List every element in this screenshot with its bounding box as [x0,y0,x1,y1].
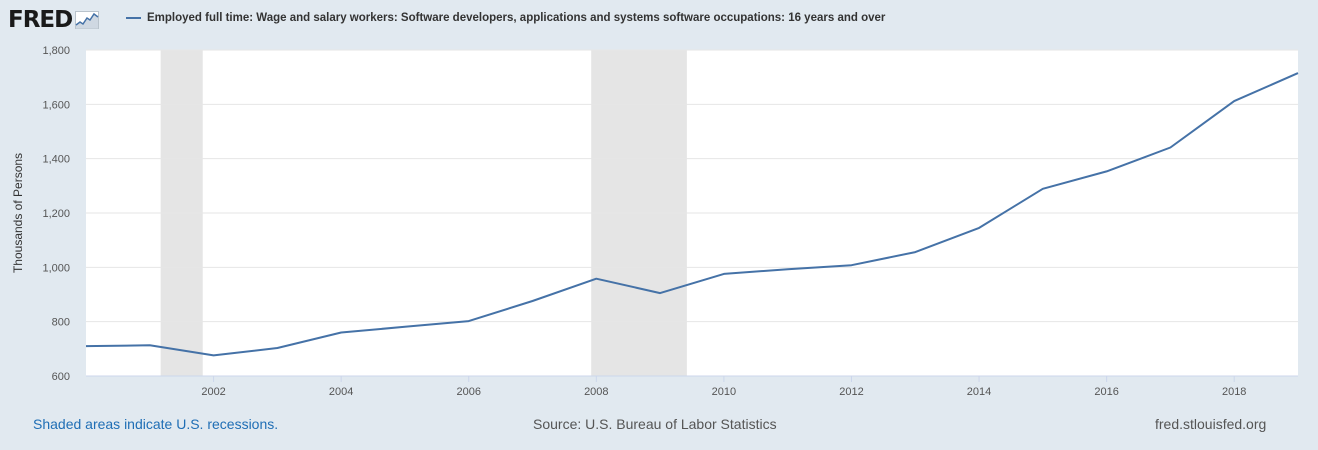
y-tick-label: 1,400 [42,154,70,166]
legend-series-label: Employed full time: Wage and salary work… [147,12,886,24]
y-tick-label: 600 [52,371,70,383]
y-tick-label: 1,800 [42,45,70,57]
y-axis-label: Thousands of Persons [11,153,25,273]
x-tick-label: 2008 [584,386,608,398]
x-tick-label: 2016 [1094,386,1118,398]
y-tick-label: 1,600 [42,99,70,111]
x-tick-label: 2010 [712,386,736,398]
y-tick-label: 1,200 [42,208,70,220]
chart-line-icon [75,11,100,29]
x-tick-label: 2014 [967,386,991,398]
x-tick-label: 2004 [329,386,353,398]
fred-header: FRED [8,6,100,34]
line-chart[interactable]: 600 800 1,000 1,200 1,400 1,600 1,800 2002 2004 2… [0,0,1318,410]
series-line [85,72,1299,357]
chart-legend[interactable]: Employed full time: Wage and salary work… [126,12,885,24]
recession-note[interactable]: Shaded areas indicate U.S. recessions. [33,416,279,432]
x-tick-label: 2012 [839,386,863,398]
source-note: Source: U.S. Bureau of Labor Statistics [533,416,777,432]
site-link[interactable]: fred.stlouisfed.org [1155,416,1267,432]
fred-logo[interactable]: FRED [8,6,100,33]
fred-logo-text: FRED [8,6,73,33]
y-tick-label: 800 [52,317,70,329]
x-tick-label: 2002 [201,386,225,398]
legend-line-swatch [126,17,141,19]
x-tick-label: 2018 [1222,386,1246,398]
y-tick-label: 1,000 [42,262,70,274]
x-tick-label: 2006 [456,386,480,398]
